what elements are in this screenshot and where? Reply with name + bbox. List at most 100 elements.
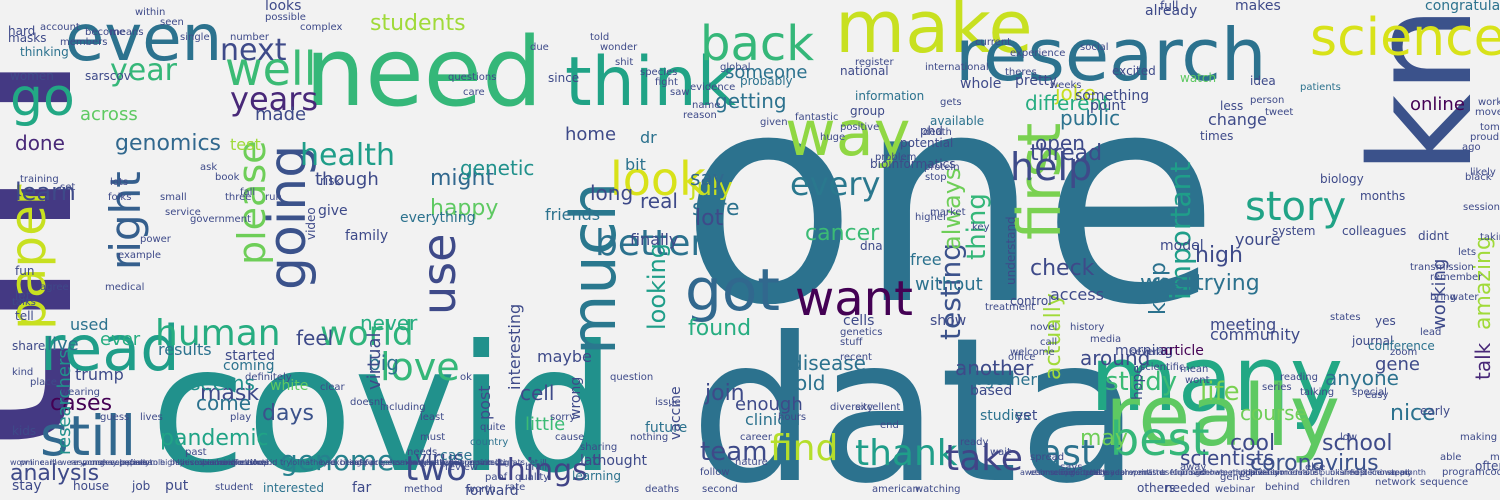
cloud-word: lot — [695, 206, 724, 231]
cloud-word: student — [215, 482, 253, 493]
cloud-word: definitely — [245, 372, 292, 383]
cloud-word: every — [790, 165, 880, 203]
cloud-word: wow — [10, 458, 28, 467]
cloud-word: talks — [12, 297, 36, 308]
cloud-word: one — [680, 32, 1220, 369]
cloud-word: mask — [200, 381, 259, 406]
cloud-word: quality — [515, 472, 549, 483]
cloud-word: published — [1320, 468, 1359, 477]
cloud-word: ill — [50, 458, 57, 467]
cloud-word: conference — [1368, 339, 1435, 353]
cloud-word: past — [185, 447, 207, 458]
cloud-word: isnt — [1150, 468, 1165, 477]
cloud-word: service — [165, 207, 201, 218]
cloud-word: ill — [540, 458, 547, 467]
cloud-word: believe — [170, 458, 199, 467]
cloud-word: national — [840, 64, 889, 78]
cloud-word: found — [688, 316, 751, 341]
cloud-word: never — [360, 311, 418, 335]
cloud-word: still — [40, 404, 136, 468]
cloud-word: high — [1195, 243, 1243, 268]
cloud-word: science — [1310, 8, 1500, 68]
cloud-word: weeks — [1050, 80, 1081, 91]
cloud-word: scientific — [1140, 362, 1184, 373]
cloud-word: small — [160, 192, 187, 203]
cloud-word: kids — [12, 424, 36, 438]
cloud-word: scientists — [1180, 446, 1274, 470]
cloud-word: world — [320, 314, 414, 354]
cloud-word: office — [1008, 352, 1035, 363]
cloud-word: schools — [1050, 468, 1080, 477]
cloud-word: water — [1450, 292, 1479, 303]
cloud-word: weekend — [200, 458, 236, 467]
cloud-word: without — [915, 274, 983, 295]
cloud-word: local — [250, 458, 269, 467]
cloud-word: already — [1145, 3, 1197, 19]
cloud-word: models — [1280, 468, 1309, 477]
cloud-word: love — [380, 345, 460, 389]
cloud-word: made — [255, 104, 306, 125]
cloud-word: within — [135, 7, 165, 18]
cloud-word: understand — [1004, 216, 1018, 285]
cloud-word: across — [80, 104, 138, 125]
cloud-word: interested — [263, 481, 324, 495]
cloud-word: bit — [625, 155, 646, 174]
cloud-word: useful — [1160, 468, 1184, 477]
cloud-word: genome — [280, 444, 394, 477]
cloud-word: masks — [8, 31, 47, 45]
cloud-word: wear — [60, 458, 80, 467]
cloud-word: cause — [555, 432, 584, 443]
cloud-word: enough — [735, 394, 803, 415]
cloud-word: person — [1250, 95, 1284, 106]
cloud-word: risk — [320, 174, 342, 188]
cloud-word: long — [590, 181, 633, 205]
cloud-word: wait — [990, 447, 1011, 458]
cloud-word: follow — [700, 467, 730, 478]
cloud-word: got — [685, 256, 780, 324]
cloud-word: working — [1429, 259, 1450, 330]
cloud-word: end — [880, 420, 899, 431]
cloud-word: watch — [1180, 71, 1216, 85]
cloud-word: instead — [1380, 468, 1410, 477]
cloud-word: house — [73, 479, 109, 493]
cloud-word: home — [565, 124, 616, 145]
cloud-word: second — [702, 484, 738, 495]
cloud-word: highly — [160, 458, 185, 467]
cloud-word: needs — [407, 447, 437, 458]
cloud-word: change — [1208, 110, 1267, 129]
cloud-word: network — [1375, 477, 1416, 488]
cloud-word: think — [565, 43, 737, 122]
cloud-word: super — [410, 458, 433, 467]
cloud-word: level — [1250, 468, 1269, 477]
cloud-word: email — [1290, 468, 1312, 477]
cloud-word: beautiful — [340, 458, 375, 467]
cloud-word: bioinformatics — [870, 157, 955, 171]
cloud-word: example — [118, 250, 161, 261]
cloud-word: face — [130, 458, 147, 467]
cloud-word: funding — [1170, 468, 1200, 477]
cloud-word: almost — [1340, 468, 1367, 477]
cloud-word: year — [110, 53, 178, 88]
cloud-word: social — [1080, 42, 1109, 53]
cloud-word: microbiome — [180, 458, 227, 467]
cloud-word: including — [380, 402, 426, 413]
cloud-word: review — [445, 462, 478, 473]
cloud-word: human — [155, 313, 281, 354]
cloud-word: register — [855, 57, 894, 68]
cloud-word: stop — [925, 172, 947, 183]
cloud-word: first — [1005, 123, 1075, 240]
cloud-word: c — [520, 458, 524, 467]
cloud-word: right — [101, 171, 150, 270]
cloud-word: black — [1465, 172, 1492, 183]
cloud-word: worth — [467, 484, 496, 495]
cloud-word: move — [1475, 107, 1500, 118]
cloud-word: reinfection — [220, 458, 263, 467]
cloud-word: future — [645, 420, 687, 436]
cloud-word: ai — [400, 458, 407, 467]
cloud-word: taking — [1480, 232, 1500, 243]
cloud-word: preprint — [1120, 468, 1152, 477]
cloud-word: fight — [655, 77, 678, 88]
cloud-word: case — [440, 448, 472, 464]
cloud-word: genetics — [840, 327, 882, 338]
